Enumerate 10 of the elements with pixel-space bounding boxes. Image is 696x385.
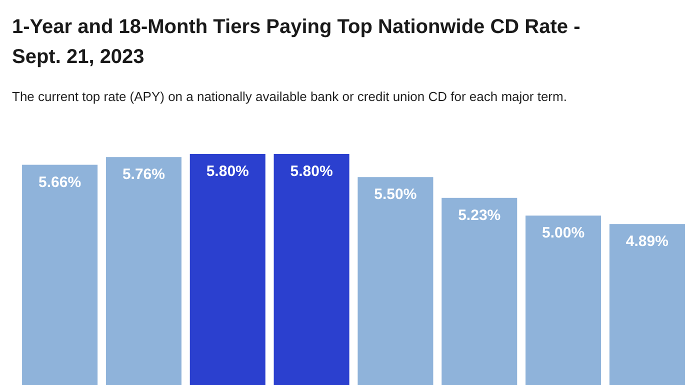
data-label: 5.00%	[542, 224, 585, 242]
data-label: 4.89%	[626, 233, 668, 250]
chart-subtitle: The current top rate (APY) on a nationally available bank or credit union CD for each major term.	[12, 89, 567, 104]
data-label: 5.80%	[290, 163, 333, 180]
data-label: 5.76%	[122, 166, 165, 184]
data-label: 5.23%	[458, 206, 501, 224]
data-label: 5.80%	[206, 163, 249, 180]
chart-title: 1-Year and 18-Month Tiers Paying Top Nationwide CD Rate - Sept. 21, 2023	[12, 16, 580, 68]
data-label: 5.50%	[374, 186, 417, 204]
data-label: 5.66%	[38, 174, 82, 191]
